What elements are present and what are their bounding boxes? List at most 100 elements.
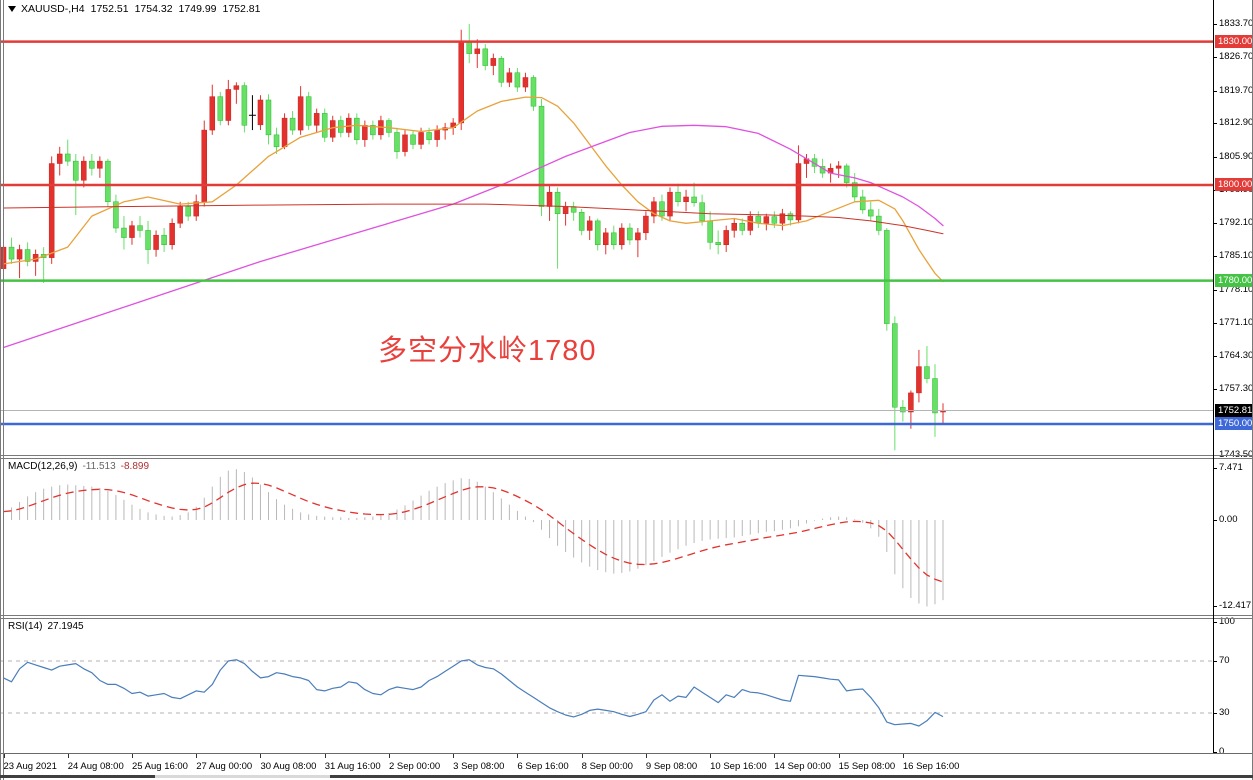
time-tick-label: 8 Sep 00:00 (581, 761, 633, 772)
ohlc-high: 1754.32 (134, 3, 173, 15)
time-tick-mark (131, 754, 133, 758)
time-tick-label: 23 Aug 2021 (3, 761, 57, 772)
rsi-tick-label: 100 (1219, 616, 1235, 627)
chart-title: XAUUSD-,H4 1752.51 1754.32 1749.99 1752.81 (8, 3, 266, 15)
price-tick-label: 1805.90 (1219, 151, 1253, 162)
rsi-name: RSI(14) (8, 621, 43, 632)
axis-tick-mark (1213, 123, 1217, 124)
time-tick-mark (324, 754, 326, 758)
rsi-tick-label: 30 (1219, 707, 1230, 718)
price-tick-label: 1819.70 (1219, 85, 1253, 96)
axis-tick-mark (1213, 57, 1217, 58)
time-tick-label: 10 Sep 16:00 (710, 761, 767, 772)
time-tick-label: 16 Sep 16:00 (902, 761, 960, 772)
time-tick-label: 6 Sep 16:00 (517, 761, 569, 772)
annotation-text[interactable]: 多空分水岭1780 (378, 335, 597, 367)
axis-tick-mark (1213, 290, 1217, 291)
panel-separator-rsi-2 (0, 618, 1253, 619)
panel-border-left (3, 0, 4, 780)
time-tick-mark (645, 754, 647, 758)
ohlc-low: 1749.99 (178, 3, 217, 15)
axis-tick-mark (1213, 622, 1217, 623)
time-tick-mark (710, 754, 712, 758)
price-tick-label: 1812.90 (1219, 117, 1253, 128)
axis-tick-mark (1213, 752, 1217, 753)
ohlc-open: 1752.51 (90, 3, 129, 15)
time-tick-mark (838, 754, 840, 758)
time-tick-label: 31 Aug 16:00 (324, 761, 381, 772)
axis-tick-mark (1213, 520, 1217, 521)
time-tick-mark (902, 754, 904, 758)
axis-tick-mark (1213, 356, 1217, 357)
time-tick-label: 14 Sep 00:00 (774, 761, 831, 772)
price-tick-label: 1778.10 (1219, 284, 1253, 295)
macd-tick-label: 0.00 (1219, 514, 1238, 525)
collapse-triangle-icon[interactable] (8, 6, 16, 13)
axis-tick-mark (1213, 468, 1217, 469)
price-tick-label: 1771.10 (1219, 317, 1253, 328)
axis-tick-mark (1213, 223, 1217, 224)
axis-tick-mark (1213, 713, 1217, 714)
axis-tick-mark (1213, 389, 1217, 390)
time-axis[interactable]: 23 Aug 2021 24 Aug 08:00 25 Aug 16:00 27 Au… (0, 753, 1253, 773)
time-tick-label: 25 Aug 16:00 (131, 761, 188, 772)
time-tick-mark (581, 754, 583, 758)
price-tick-label: 1764.30 (1219, 350, 1253, 361)
time-tick-mark (388, 754, 390, 758)
axis-tick-mark (1213, 157, 1217, 158)
price-tick-label: 1826.70 (1219, 51, 1253, 62)
time-tick-mark (67, 754, 69, 758)
axis-tick-mark (1213, 323, 1217, 324)
panel-separator-macd-2 (0, 458, 1253, 459)
macd-name: MACD(12,26,9) (8, 461, 78, 472)
ohlc-close: 1752.81 (222, 3, 261, 15)
macd-label: MACD(12,26,9) -11.513 -8.899 (8, 461, 154, 472)
price-tick-label: 1757.30 (1219, 383, 1253, 394)
panel-separator-macd[interactable] (0, 455, 1253, 456)
macd-signal-value: -8.899 (120, 461, 150, 472)
price-badge: 1780.00 (1215, 274, 1253, 287)
scrollbar-segment-left[interactable] (0, 775, 155, 778)
time-tick-label: 9 Sep 08:00 (645, 761, 698, 772)
price-axis[interactable]: 1833.701826.701819.701812.901805.901798.… (1213, 0, 1253, 771)
time-tick-mark (3, 754, 5, 758)
axis-tick-mark (1213, 256, 1217, 257)
price-badge: 1750.00 (1215, 417, 1253, 430)
scrollbar-thumb[interactable] (330, 775, 1253, 778)
macd-tick-label: 7.471 (1219, 462, 1243, 473)
time-tick-label: 3 Sep 08:00 (453, 761, 505, 772)
axis-tick-mark (1213, 24, 1217, 25)
price-tick-label: 1792.10 (1219, 217, 1253, 228)
rsi-label: RSI(14) 27.1945 (8, 621, 89, 632)
time-tick-mark (453, 754, 455, 758)
price-tick-label: 1743.50 (1219, 449, 1253, 460)
time-tick-mark (517, 754, 519, 758)
time-tick-mark (260, 754, 262, 758)
window-border-left (0, 0, 1, 780)
price-badge: 1752.81 (1215, 404, 1253, 417)
axis-tick-mark (1213, 91, 1217, 92)
axis-tick-mark (1213, 661, 1217, 662)
rsi-value: 27.1945 (47, 621, 84, 632)
macd-main-value: -11.513 (82, 461, 116, 472)
time-tick-mark (196, 754, 198, 758)
time-axis-line (0, 753, 1253, 754)
rsi-tick-label: 70 (1219, 655, 1230, 666)
time-tick-label: 30 Aug 08:00 (260, 761, 317, 772)
time-tick-label: 27 Aug 00:00 (196, 761, 253, 772)
price-badge: 1830.00 (1215, 35, 1253, 48)
price-axis-line (1213, 0, 1214, 753)
price-tick-label: 1785.10 (1219, 250, 1253, 261)
time-tick-mark (774, 754, 776, 758)
panel-separator-rsi[interactable] (0, 615, 1253, 616)
time-tick-label: 2 Sep 00:00 (388, 761, 441, 772)
macd-tick-label: -12.417 (1219, 600, 1252, 611)
time-tick-label: 24 Aug 08:00 (67, 761, 124, 772)
axis-tick-mark (1213, 606, 1217, 607)
price-tick-label: 1833.70 (1219, 18, 1253, 29)
rsi-tick-label: 0 (1219, 746, 1225, 757)
price-badge: 1800.00 (1215, 178, 1253, 191)
chart-canvas[interactable] (0, 0, 1253, 753)
symbol-timeframe: XAUUSD-,H4 (21, 3, 85, 15)
